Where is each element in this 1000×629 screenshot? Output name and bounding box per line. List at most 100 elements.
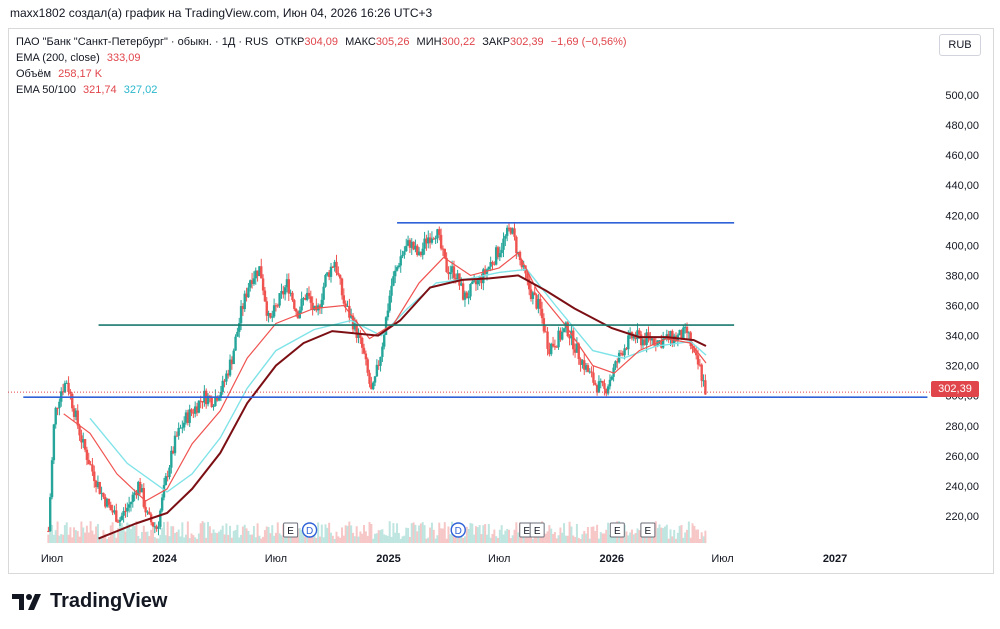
volume-bar (418, 525, 421, 543)
volume-bar (241, 526, 244, 543)
candle-body (72, 408, 76, 417)
volume-bar (381, 529, 384, 543)
volume-bar (680, 525, 683, 543)
volume-bar (128, 524, 131, 543)
volume-bar (673, 529, 676, 543)
candle-body (357, 333, 360, 338)
volume-bar (401, 536, 404, 543)
volume-bar (485, 534, 488, 543)
volume-bar (96, 524, 99, 543)
volume-bar (221, 525, 224, 543)
candle-body (660, 340, 663, 348)
volume-bar (423, 525, 426, 543)
volume-bar (447, 526, 450, 543)
candle-body (562, 328, 566, 333)
volume-bar (289, 536, 292, 543)
candle-body (575, 343, 579, 353)
candle-body (645, 332, 648, 345)
volume-bar (201, 521, 204, 543)
chart-frame (8, 28, 994, 574)
candle-body (309, 296, 313, 303)
volume-bar (131, 524, 134, 543)
candle-body (63, 383, 67, 392)
candle-body (394, 270, 397, 277)
candle-body (390, 285, 393, 296)
candle-body (113, 510, 116, 513)
candle-body (614, 361, 617, 368)
horizontal-levels (8, 222, 936, 399)
candle-body (494, 247, 498, 265)
volume-bar (133, 526, 136, 543)
candle-body (338, 274, 342, 279)
volume-bar (414, 524, 417, 543)
volume-bar (329, 532, 332, 543)
ema200-line (98, 274, 707, 540)
volume-bar (302, 529, 305, 543)
volume-bar (702, 536, 705, 543)
candle-body (559, 330, 562, 340)
y-tick-label: 400,00 (945, 240, 979, 252)
volume-bar (700, 532, 703, 543)
tradingview-brand[interactable]: TradingView (12, 590, 167, 613)
volume-bar (234, 530, 237, 543)
candle-body (443, 248, 446, 258)
header-caption: maxx1802 создал(а) график на TradingView… (10, 6, 433, 20)
volume-bar (471, 523, 474, 543)
candle-body (436, 229, 439, 239)
candle-body (537, 298, 540, 309)
volume-bar (500, 525, 503, 543)
candle-body (247, 287, 250, 298)
volume-bar (698, 538, 701, 543)
volume-bar (56, 521, 59, 543)
candle-body (131, 494, 134, 503)
volume-bar (256, 523, 259, 543)
volume-bar (263, 530, 266, 543)
volume-bar (80, 521, 83, 543)
candle-body (126, 507, 129, 512)
candle-body (216, 396, 219, 401)
candle-body (601, 380, 604, 384)
candle-body (87, 459, 90, 465)
volume-bar (276, 522, 279, 543)
candle-body (639, 334, 643, 346)
candle-body (342, 295, 346, 304)
volume-bar (364, 531, 367, 543)
candle-body (214, 396, 217, 407)
currency-button[interactable]: RUB (939, 34, 981, 56)
volume-bar (236, 524, 239, 543)
volume-bar (63, 525, 66, 543)
volume-bar (317, 522, 320, 543)
candle-body (553, 346, 557, 348)
candle-body (561, 332, 564, 340)
candle-body (527, 278, 531, 290)
volume-bar (374, 533, 377, 543)
candle-body (91, 464, 94, 472)
volume-bar (544, 533, 547, 543)
low-value: 300,22 (441, 36, 476, 48)
volume-value: 258,17 K (58, 68, 103, 80)
candle-body (82, 439, 85, 443)
volume-bar (552, 533, 555, 543)
candle-body (69, 391, 72, 394)
candle-body (304, 297, 307, 300)
candle-body (274, 305, 278, 307)
candle-body (605, 388, 608, 394)
volume-bar (85, 525, 88, 543)
volume-bar (267, 527, 270, 543)
candle-body (181, 427, 184, 429)
volume-bar (390, 536, 393, 543)
candle-body (606, 386, 610, 394)
candle-body (669, 330, 672, 340)
candle-body (386, 310, 390, 318)
volume-bar (599, 532, 602, 543)
volume-bar (353, 536, 356, 543)
volume-bar (678, 525, 681, 543)
x-tick-label: Июл (711, 553, 733, 565)
volume-bar (590, 526, 593, 543)
volume-bar (212, 529, 215, 543)
change-value: −1,69 (−0,56%) (550, 36, 627, 48)
volume-bar (304, 536, 307, 543)
candle-body (89, 464, 92, 466)
